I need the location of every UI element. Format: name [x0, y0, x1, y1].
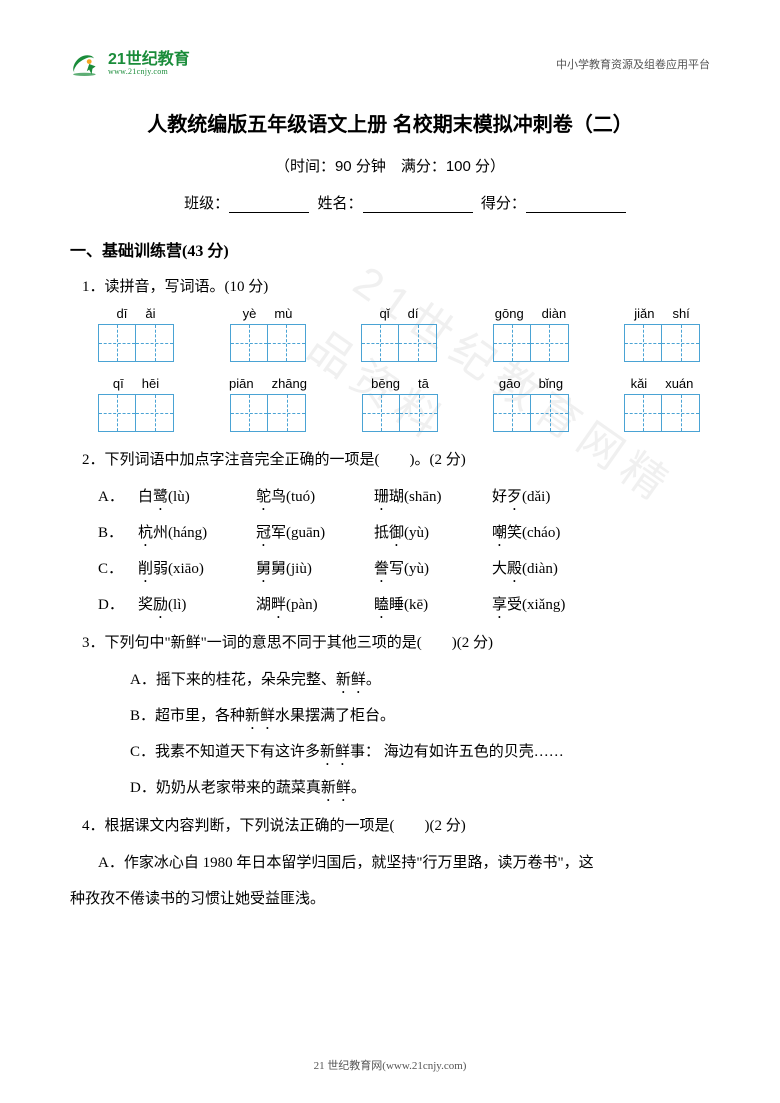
- char-box[interactable]: [230, 324, 268, 362]
- q4-opt-a: A．作家冰心自 1980 年日本留学归国后，就坚持"行万里路，读万卷书"，这: [98, 845, 710, 881]
- pinyin-cell: yèmù: [230, 306, 306, 362]
- logo-icon: [70, 50, 102, 78]
- pinyin-cell: bēngtā: [362, 376, 438, 432]
- char-box[interactable]: [361, 324, 399, 362]
- q1-text: 1．读拼音，写词语。(10 分): [82, 275, 710, 296]
- pinyin-cell: dīǎi: [98, 306, 174, 362]
- q3-opt-c: C．我素不知道天下有这许多新鲜事： 海边有如许五色的贝壳……: [130, 734, 710, 770]
- pinyin-cell: qīhēi: [98, 376, 174, 432]
- char-box[interactable]: [98, 324, 136, 362]
- q2-opt-c: C．削弱(xiāo)舅舅(jiù)誊写(yù)大殿(diàn): [98, 551, 710, 587]
- page-title: 人教统编版五年级语文上册 名校期末模拟冲刺卷（二）: [70, 108, 710, 137]
- q3-opt-b: B．超市里，各种新鲜水果摆满了柜台。: [130, 698, 710, 734]
- char-box[interactable]: [268, 324, 306, 362]
- score-label: 得分：: [481, 195, 526, 212]
- page-header: 21世纪教育 www.21cnjy.com 中小学教育资源及组卷应用平台: [70, 50, 710, 78]
- q2-opt-d: D．奖励(lì)湖畔(pàn)瞌睡(kē)享受(xiǎng): [98, 587, 710, 623]
- q2-opt-b: B．杭州(háng)冠军(guān)抵御(yù)嘲笑(cháo): [98, 515, 710, 551]
- char-box[interactable]: [662, 324, 700, 362]
- pinyin-row-2: qīhēi piānzhāng bēngtā gāobǐng kǎixuán: [98, 376, 710, 432]
- q2-text: 2．下列词语中加点字注音完全正确的一项是( )。(2 分): [82, 448, 710, 469]
- page-subtitle: （时间：90 分钟 满分：100 分）: [70, 155, 710, 176]
- q4-opt-a-cont: 种孜孜不倦读书的习惯让她受益匪浅。: [70, 881, 710, 917]
- name-label: 姓名：: [317, 195, 362, 212]
- pinyin-cell: gōngdiàn: [493, 306, 569, 362]
- header-right-text: 中小学教育资源及组卷应用平台: [556, 56, 710, 72]
- page-footer: 21 世纪教育网(www.21cnjy.com): [0, 1057, 780, 1073]
- score-blank[interactable]: [526, 195, 626, 213]
- q3-text: 3．下列句中"新鲜"一词的意思不同于其他三项的是( )(2 分): [82, 631, 710, 652]
- char-box[interactable]: [400, 394, 438, 432]
- char-box[interactable]: [493, 394, 531, 432]
- char-box[interactable]: [531, 394, 569, 432]
- pinyin-cell: gāobǐng: [493, 376, 569, 432]
- name-blank[interactable]: [363, 195, 473, 213]
- char-box[interactable]: [362, 394, 400, 432]
- char-box[interactable]: [624, 324, 662, 362]
- section-1-head: 一、基础训练营(43 分): [70, 237, 710, 261]
- char-box[interactable]: [136, 324, 174, 362]
- class-label: 班级：: [184, 195, 229, 212]
- pinyin-cell: kǎixuán: [624, 376, 700, 432]
- logo: 21世纪教育 www.21cnjy.com: [70, 50, 190, 78]
- char-box[interactable]: [98, 394, 136, 432]
- pinyin-cell: qǐdí: [361, 306, 437, 362]
- pinyin-row-1: dīǎi yèmù qǐdí gōngdiàn jiǎnshí: [98, 306, 710, 362]
- q3-opt-a: A．摇下来的桂花，朵朵完整、新鲜。: [130, 662, 710, 698]
- q4-text: 4．根据课文内容判断，下列说法正确的一项是( )(2 分): [82, 814, 710, 835]
- char-box[interactable]: [230, 394, 268, 432]
- char-box[interactable]: [531, 324, 569, 362]
- q2-opt-a: A．白鹭(lù)鸵鸟(tuó)珊瑚(shān)好歹(dǎi): [98, 479, 710, 515]
- char-box[interactable]: [493, 324, 531, 362]
- info-line: 班级： 姓名： 得分：: [70, 192, 710, 213]
- char-box[interactable]: [136, 394, 174, 432]
- pinyin-cell: piānzhāng: [229, 376, 307, 432]
- char-box[interactable]: [662, 394, 700, 432]
- pinyin-cell: jiǎnshí: [624, 306, 700, 362]
- class-blank[interactable]: [229, 195, 309, 213]
- logo-text: 21世纪教育: [108, 52, 190, 68]
- char-box[interactable]: [268, 394, 306, 432]
- logo-url: www.21cnjy.com: [108, 68, 190, 76]
- char-box[interactable]: [399, 324, 437, 362]
- char-box[interactable]: [624, 394, 662, 432]
- q3-opt-d: D．奶奶从老家带来的蔬菜真新鲜。: [130, 770, 710, 806]
